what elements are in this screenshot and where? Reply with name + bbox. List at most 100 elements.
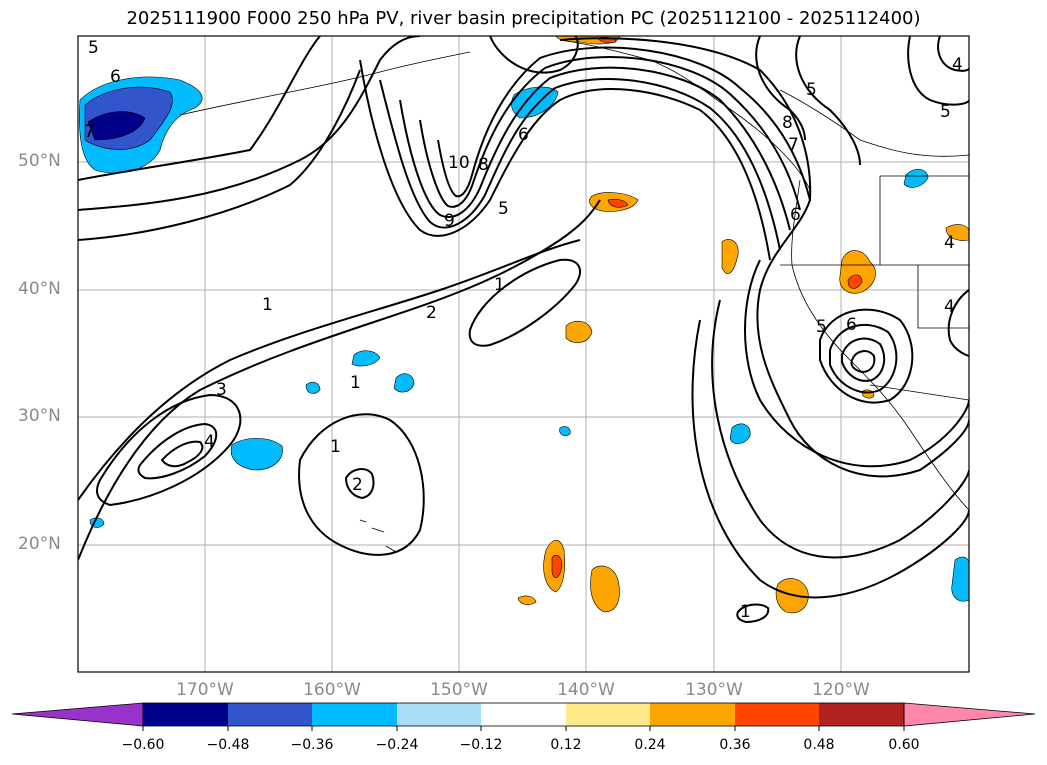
pv-contour-mid-loop	[468, 258, 581, 347]
precip-patch-northwest-core	[87, 111, 146, 141]
pv-contour-blob-west-core	[160, 440, 204, 468]
state-border-3	[917, 265, 969, 329]
colorbar	[11, 702, 1036, 731]
colorbar-tick-label: 0.36	[719, 737, 751, 753]
precip-patch-west-d	[305, 381, 321, 394]
colorbar-segment-9	[819, 703, 904, 726]
pv-contour-cutoff-3	[841, 337, 886, 382]
colorbar-tick-label: −0.60	[121, 737, 165, 753]
lon-label-170w: 170°W	[176, 680, 234, 700]
pv-contour-ridge-east-2	[744, 259, 969, 468]
contour-label: 5	[940, 102, 951, 122]
contour-label: 4	[944, 233, 955, 253]
colorbar-tick-label: 0.24	[634, 737, 666, 753]
colorbar-tick-label: 0.12	[550, 737, 582, 753]
contour-label: 9	[444, 211, 455, 231]
pv-contour-labels: 5 6 7 10 8 9 6 5 1 2 1 3 4 1 1 2 8 7 6 5…	[84, 38, 963, 622]
plot-frame	[77, 35, 970, 673]
lat-label-50n: 50°N	[18, 151, 61, 171]
lon-label-120w: 120°W	[812, 680, 870, 700]
contour-label: 6	[110, 67, 121, 87]
precip-patch-central-core	[607, 198, 629, 208]
pv-contour-small-loop-south	[736, 603, 770, 624]
precip-patch-south	[729, 423, 751, 445]
pv-contour-east-inland	[947, 289, 969, 357]
precip-patch-south-b	[590, 565, 620, 613]
precip-patch-southeast	[951, 556, 969, 602]
pv-contour-diagonal-2	[78, 199, 601, 561]
pv-contour-trough-5	[437, 46, 811, 201]
precip-patch-west-b	[351, 350, 381, 367]
state-border-2	[879, 175, 969, 265]
colorbar-segment-1	[143, 703, 228, 726]
pv-contour-southeast-1	[711, 299, 969, 559]
precip-patch-south-a-core	[551, 554, 563, 578]
canada-coast	[779, 89, 969, 157]
pv-contour-top-right-2	[937, 36, 969, 72]
pv-contour-diagonal-1	[78, 239, 581, 501]
colorbar-tick-label: −0.24	[375, 737, 419, 753]
colorbar-segment-2	[228, 703, 312, 726]
precip-patch-california-core	[847, 274, 863, 289]
coastlines	[179, 39, 969, 553]
gridlines	[78, 36, 969, 672]
colorbar-tick-label: −0.48	[206, 737, 250, 753]
pv-contour-ridge-east	[559, 37, 969, 478]
pv-contours	[78, 36, 969, 624]
lat-label-20n: 20°N	[18, 534, 61, 554]
pv-contour-2	[78, 69, 361, 241]
pv-contour-1-north	[78, 36, 421, 211]
lon-label-150w: 150°W	[430, 680, 488, 700]
contour-label: 7	[84, 122, 95, 142]
pv-contour-cutoff-4	[850, 350, 876, 374]
precip-patch-west-a	[230, 438, 283, 471]
pv-contour-north-mid	[489, 36, 579, 74]
pv-contour-cutoff-1	[819, 308, 914, 404]
pv-contour-south-loop-1	[298, 413, 425, 556]
colorbar-segment-7	[650, 703, 735, 726]
contour-label: 1	[330, 437, 341, 457]
pv-contour-blob-west-inner	[137, 422, 218, 480]
contour-label: 8	[478, 155, 489, 175]
precip-patch-small	[559, 426, 571, 436]
pv-contour-trough-1	[359, 59, 771, 261]
precip-patch-west-c	[393, 373, 415, 393]
pv-contour-southeast-2	[691, 319, 969, 599]
lon-label-140w: 140°W	[557, 680, 615, 700]
aleutians	[179, 51, 471, 116]
colorbar-extend-left	[11, 702, 144, 727]
contour-label: 6	[790, 205, 801, 225]
colorbar-segment-8	[735, 703, 819, 726]
contour-label: 2	[352, 475, 363, 495]
map-title: 2025111900 F000 250 hPa PV, river basin …	[126, 8, 921, 29]
colorbar-tick-label: −0.36	[290, 737, 334, 753]
contour-label: 1	[494, 275, 505, 295]
precip-positive-patches	[517, 36, 969, 614]
contour-label: 5	[806, 80, 817, 100]
colorbar-segment-6	[566, 703, 650, 726]
lon-label-160w: 160°W	[303, 680, 361, 700]
pv-contour-trough-4	[419, 55, 801, 211]
contour-label: 7	[788, 135, 799, 155]
precip-patch-south-c	[517, 595, 537, 605]
colorbar-frame	[142, 702, 905, 727]
pv-contour-cutoff-2	[829, 323, 898, 394]
contour-label: 10	[448, 153, 470, 173]
precip-patch-mid	[565, 320, 593, 344]
precip-patch-far-east	[945, 224, 969, 241]
colorbar-tick-label: 0.48	[803, 737, 835, 753]
contour-label: 1	[350, 373, 361, 393]
hawaii	[359, 519, 397, 553]
contour-label: 3	[216, 380, 227, 400]
contour-label: 5	[816, 317, 827, 337]
precip-patch-east-coast	[721, 239, 739, 274]
pv-contour-alaska-2	[795, 36, 861, 166]
pv-contour-trough-outer	[78, 36, 321, 181]
contour-label: 4	[944, 297, 955, 317]
pv-contour-trough-2	[379, 78, 781, 251]
colorbar-extend-right	[903, 702, 1036, 727]
lat-label-30n: 30°N	[18, 406, 61, 426]
contour-label: 4	[952, 55, 963, 75]
lat-label-40n: 40°N	[18, 279, 61, 299]
alaska-coast	[559, 39, 811, 191]
